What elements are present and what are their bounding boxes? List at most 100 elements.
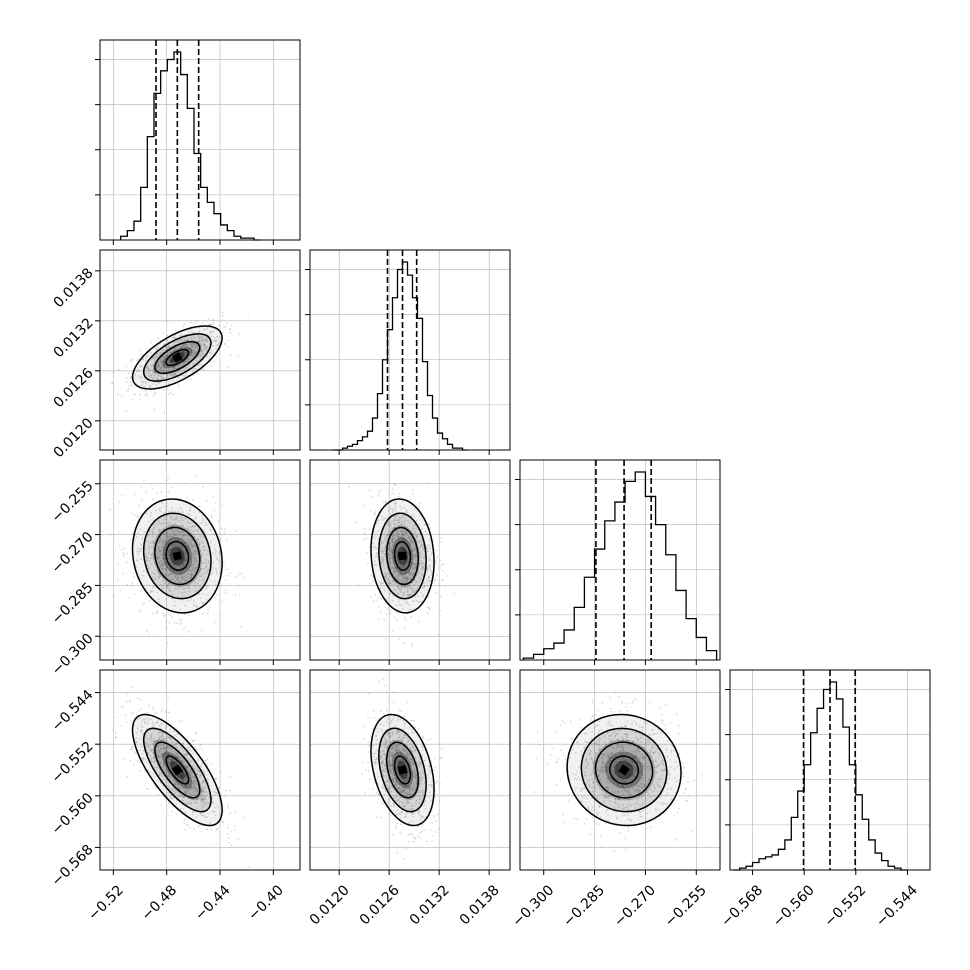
sample-point <box>384 757 387 760</box>
sample-point <box>409 758 412 761</box>
sample-point <box>142 718 145 721</box>
sample-point <box>187 512 190 515</box>
sample-point <box>389 726 392 728</box>
sample-point <box>167 791 170 794</box>
sample-point <box>431 840 434 842</box>
sample-point <box>202 368 205 371</box>
sample-point <box>405 813 407 816</box>
sample-point <box>160 559 163 562</box>
sample-point <box>414 547 417 550</box>
sample-point <box>181 779 184 782</box>
sample-point <box>639 765 642 768</box>
sample-point <box>229 775 231 778</box>
sample-point <box>214 551 217 553</box>
sample-point <box>603 754 606 757</box>
sample-point <box>168 574 171 577</box>
sample-point <box>592 715 595 718</box>
sample-point <box>383 565 385 568</box>
sample-point <box>152 542 155 544</box>
sample-point <box>195 360 198 362</box>
sample-point <box>166 320 169 323</box>
sample-point <box>419 551 422 554</box>
sample-point <box>164 746 167 749</box>
sample-point <box>403 778 405 781</box>
sample-point <box>150 733 153 736</box>
sample-point <box>138 769 141 772</box>
sample-point <box>210 353 213 356</box>
sample-point <box>169 728 172 730</box>
sample-point <box>180 775 182 777</box>
sample-point <box>394 502 397 505</box>
sample-point <box>198 505 201 507</box>
sample-point <box>411 528 414 530</box>
density-peak <box>172 551 183 561</box>
sample-point <box>401 739 403 741</box>
sample-point <box>144 372 146 374</box>
sample-point <box>433 769 436 772</box>
sample-point <box>395 549 398 552</box>
sample-point <box>158 381 161 384</box>
sample-point <box>134 373 137 376</box>
sample-point <box>140 724 143 727</box>
sample-point <box>392 527 394 530</box>
sample-point <box>168 346 170 349</box>
sample-point <box>625 725 627 728</box>
sample-point <box>384 742 387 745</box>
sample-point <box>395 797 397 800</box>
sample-point <box>203 572 206 575</box>
sample-point <box>184 773 187 776</box>
sample-point <box>401 523 404 526</box>
sample-point <box>194 551 197 553</box>
sample-point <box>378 514 381 517</box>
sample-point <box>150 740 153 742</box>
sample-point <box>384 789 387 792</box>
sample-point <box>205 338 208 340</box>
sample-point <box>201 561 204 564</box>
sample-point <box>148 368 151 371</box>
sample-point <box>192 566 195 569</box>
sample-point <box>386 710 389 713</box>
sample-point <box>396 751 399 753</box>
sample-point <box>412 573 415 576</box>
sample-point <box>618 710 621 713</box>
sample-point <box>416 581 418 584</box>
sample-point <box>145 555 148 558</box>
sample-point <box>167 476 170 479</box>
sample-point <box>173 571 176 574</box>
sample-point <box>171 535 174 538</box>
sample-point <box>170 374 173 377</box>
sample-point <box>200 339 203 342</box>
sample-point <box>374 511 377 513</box>
sample-point <box>200 363 203 366</box>
sample-point <box>428 576 431 578</box>
sample-point <box>130 361 133 364</box>
sample-point <box>164 724 167 726</box>
sample-point <box>379 587 382 589</box>
sample-point <box>137 357 140 360</box>
sample-point <box>414 596 417 598</box>
sample-point <box>171 357 174 360</box>
sample-point <box>439 559 442 562</box>
sample-point <box>176 548 179 551</box>
sample-point <box>390 763 393 766</box>
sample-point <box>147 534 150 537</box>
sample-point <box>138 393 141 396</box>
sample-point <box>186 803 189 805</box>
sample-point <box>171 787 174 790</box>
sample-point <box>402 745 405 748</box>
sample-point <box>164 727 166 730</box>
sample-point <box>640 726 643 729</box>
sample-point <box>194 802 196 805</box>
sample-point <box>158 731 161 734</box>
sample-point <box>407 576 409 579</box>
sample-point <box>629 773 632 776</box>
sample-point <box>394 748 397 751</box>
sample-point <box>163 747 166 750</box>
sample-point <box>169 795 172 798</box>
sample-point <box>384 536 387 539</box>
sample-point <box>174 373 177 376</box>
sample-point <box>189 769 192 772</box>
sample-point <box>146 559 148 562</box>
sample-point <box>394 526 396 529</box>
sample-point <box>594 787 597 790</box>
